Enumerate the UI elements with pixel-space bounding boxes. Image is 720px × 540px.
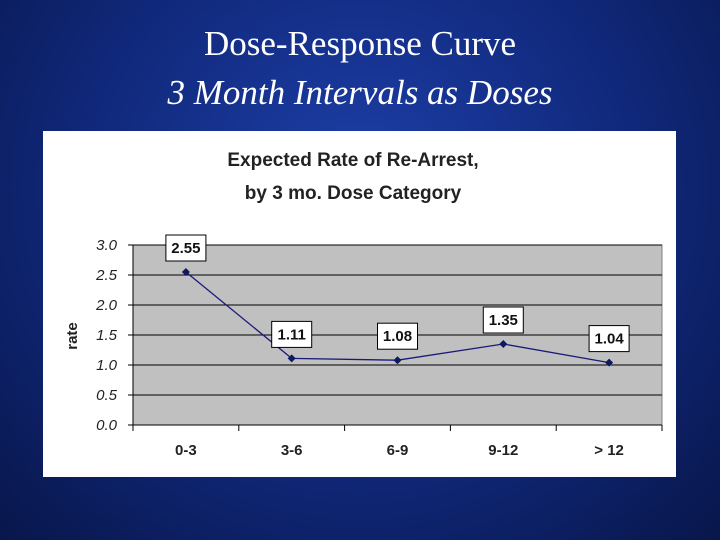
line-chart: Expected Rate of Re-Arrest, by 3 mo. Dos… xyxy=(64,150,663,459)
x-tick-label: > 12 xyxy=(594,442,624,459)
y-tick-label: 2.0 xyxy=(95,297,118,314)
data-label: 1.35 xyxy=(489,312,518,329)
data-point xyxy=(393,356,402,365)
data-label: 1.11 xyxy=(278,326,306,343)
chart-title-line-1: Expected Rate of Re-Arrest, xyxy=(227,150,478,171)
data-label: 2.55 xyxy=(171,240,200,257)
slide-subtitle: 3 Month Intervals as Doses xyxy=(167,73,553,112)
data-label-box xyxy=(377,322,418,350)
plot-layer: 3.0 2.5 2.0 1.5 1.0 0.5 0.0 0-3 3-6 6-9 9-12 > 12 2.… xyxy=(95,234,663,459)
slide-title: Dose-Response Curve xyxy=(203,24,517,63)
data-point xyxy=(181,268,190,276)
x-tick-label: 9-12 xyxy=(488,442,518,459)
y-tick-label: 0.0 xyxy=(96,417,118,434)
y-axis-title: rate xyxy=(64,322,81,350)
chart-title-line-2: by 3 mo. Dose Category xyxy=(245,183,462,204)
x-tick-label: 0-3 xyxy=(175,442,197,459)
data-label-box xyxy=(482,306,524,334)
x-tick-label: 6-9 xyxy=(387,442,409,459)
data-point xyxy=(605,358,614,367)
x-tick-label: 3-6 xyxy=(281,442,303,459)
data-point xyxy=(499,340,508,348)
data-label: 1.08 xyxy=(383,328,412,345)
y-tick-label: 1.0 xyxy=(96,357,118,374)
data-label-box xyxy=(165,234,207,262)
data-label-box xyxy=(588,325,630,353)
data-point xyxy=(287,354,296,363)
y-tick-label: 0.5 xyxy=(96,387,118,404)
data-label-box xyxy=(271,320,313,348)
y-tick-label: 2.5 xyxy=(95,267,118,284)
y-tick-label: 1.5 xyxy=(96,327,118,344)
y-tick-label: 3.0 xyxy=(96,237,118,254)
chart-panel: Expected Rate of Re-Arrest, by 3 mo. Dos… xyxy=(43,131,676,477)
data-label: 1.04 xyxy=(594,331,624,348)
